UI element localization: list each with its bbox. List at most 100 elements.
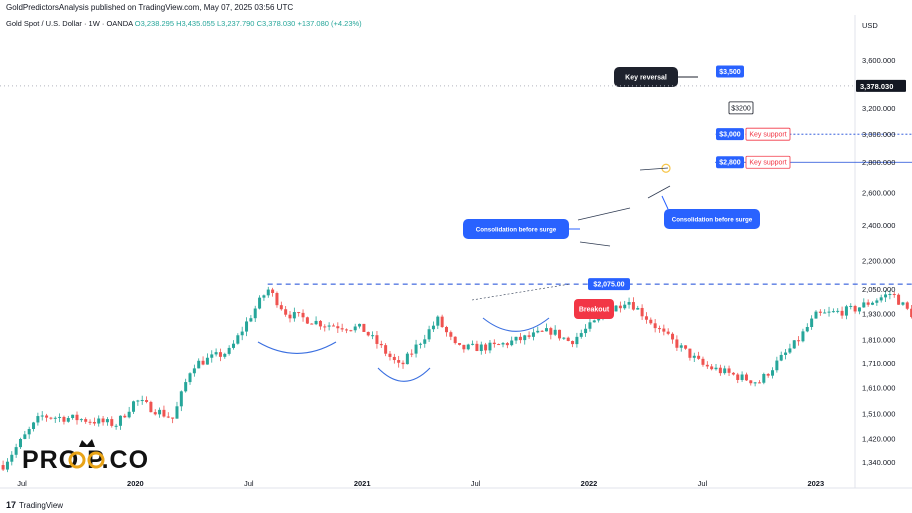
candle bbox=[327, 322, 331, 331]
candle bbox=[284, 306, 288, 317]
candle-body bbox=[592, 320, 596, 323]
candle bbox=[249, 315, 253, 323]
candle bbox=[684, 345, 688, 350]
candle bbox=[362, 323, 366, 332]
symbol-name: Gold Spot / U.S. Dollar · 1W · OANDA bbox=[6, 19, 133, 28]
candle bbox=[471, 340, 475, 346]
candle-body bbox=[145, 400, 149, 402]
symbol-line: Gold Spot / U.S. Dollar · 1W · OANDA O3,… bbox=[6, 19, 362, 28]
candle-body bbox=[718, 367, 722, 374]
level-2075-badge-bg bbox=[588, 278, 630, 291]
consolidation-callout-2024-text: Consolidation before surge bbox=[476, 227, 557, 234]
candle-body bbox=[414, 344, 418, 354]
candle bbox=[40, 411, 44, 421]
candle-body bbox=[253, 308, 257, 319]
candle bbox=[214, 348, 218, 357]
watermark-ring-right bbox=[87, 451, 105, 469]
candle bbox=[775, 356, 779, 373]
level-2075-badge-text: $2,075.00 bbox=[593, 282, 624, 289]
candle-body bbox=[814, 311, 818, 319]
tradingview-brand: TradingView bbox=[19, 500, 64, 510]
candle bbox=[92, 417, 96, 426]
candle-body bbox=[849, 305, 853, 307]
x-tick-label: 2022 bbox=[581, 479, 598, 488]
candle bbox=[884, 290, 888, 302]
candle-body bbox=[836, 310, 840, 312]
breakout-callout-text: Breakout bbox=[579, 307, 610, 314]
candle-body bbox=[132, 401, 136, 412]
candle-body bbox=[766, 374, 770, 376]
candle-body bbox=[518, 336, 522, 341]
candle bbox=[10, 451, 14, 466]
candle bbox=[271, 287, 275, 297]
level-2800-badge-text: $2,800 bbox=[719, 160, 741, 167]
candle-body bbox=[653, 323, 657, 329]
candle bbox=[740, 371, 744, 382]
candle bbox=[805, 323, 809, 333]
candle-body bbox=[423, 339, 427, 344]
candle-body bbox=[88, 421, 92, 423]
candle bbox=[353, 323, 357, 333]
candle-body bbox=[258, 297, 262, 309]
candle-body bbox=[45, 415, 49, 418]
candle-body bbox=[740, 374, 744, 380]
candle bbox=[544, 323, 548, 332]
candle-body bbox=[318, 320, 322, 327]
candle bbox=[640, 304, 644, 320]
y-tick-label: 2,200.000 bbox=[862, 256, 895, 265]
candle bbox=[392, 353, 396, 364]
candle-body bbox=[158, 409, 162, 415]
candle-body bbox=[136, 400, 140, 402]
candle bbox=[105, 417, 109, 426]
candle-body bbox=[553, 329, 557, 335]
candle-body bbox=[114, 425, 118, 427]
candle-body bbox=[797, 340, 801, 342]
candle bbox=[179, 390, 183, 412]
candle bbox=[831, 308, 835, 313]
candle bbox=[101, 416, 105, 426]
candle-body bbox=[392, 356, 396, 361]
candle bbox=[297, 311, 301, 317]
candle bbox=[45, 413, 49, 422]
candle-body bbox=[36, 416, 40, 423]
candle bbox=[418, 342, 422, 349]
level-3000-badge: $3,000 bbox=[716, 128, 744, 141]
candle bbox=[588, 318, 592, 332]
candle bbox=[705, 361, 709, 369]
candle-body bbox=[14, 447, 18, 455]
candle bbox=[53, 416, 57, 423]
candle bbox=[136, 399, 140, 406]
candle-body bbox=[492, 342, 496, 345]
y-tick-label: 1,710.000 bbox=[862, 359, 895, 368]
candle-body bbox=[753, 382, 757, 384]
candle bbox=[814, 310, 818, 319]
candle-body bbox=[353, 326, 357, 331]
candle bbox=[279, 301, 283, 311]
candle-body bbox=[349, 330, 353, 332]
candle-body bbox=[388, 353, 392, 357]
candle-body bbox=[479, 344, 483, 352]
candle-body bbox=[644, 316, 648, 320]
level-3200-badge-text: $3200 bbox=[731, 105, 751, 112]
candle-body bbox=[227, 347, 231, 354]
candle-body bbox=[5, 461, 9, 470]
candle bbox=[636, 305, 640, 310]
candle bbox=[901, 301, 905, 306]
candle-body bbox=[305, 317, 309, 324]
candle bbox=[205, 353, 209, 365]
candle bbox=[875, 298, 879, 306]
candle-body bbox=[562, 337, 566, 339]
candle bbox=[97, 415, 101, 427]
candle bbox=[262, 294, 266, 301]
candle bbox=[714, 363, 718, 371]
level-2075-badge: $2,075.00 bbox=[588, 278, 630, 291]
candle bbox=[75, 411, 79, 425]
candle bbox=[453, 336, 457, 345]
change-value: +137.080 (+4.23%) bbox=[297, 19, 362, 28]
candle-body bbox=[510, 340, 514, 346]
candle bbox=[823, 309, 827, 314]
candle bbox=[5, 458, 9, 473]
candle bbox=[757, 380, 761, 384]
candle-body bbox=[271, 289, 275, 293]
